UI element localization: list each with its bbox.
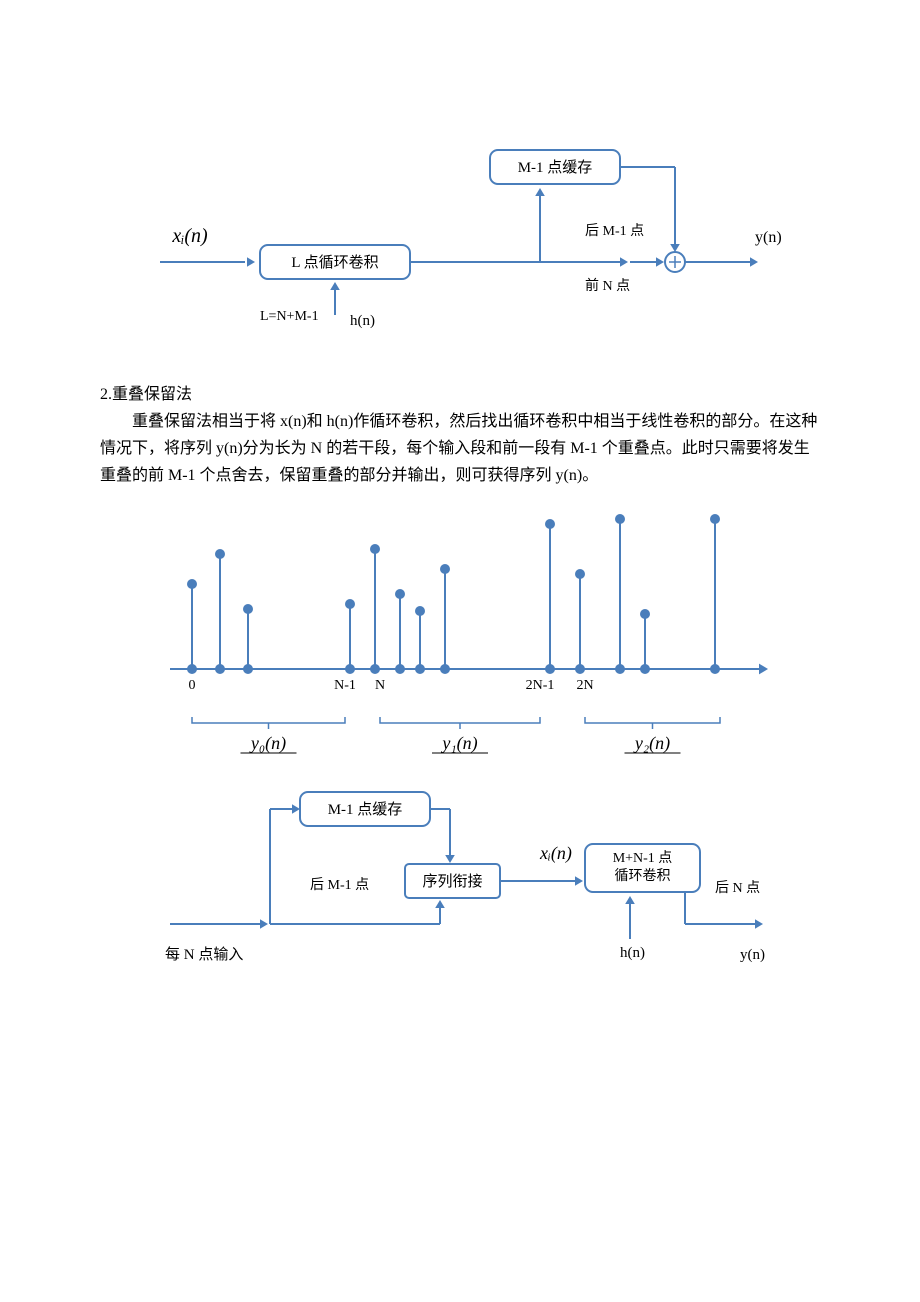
svg-text:序列衔接: 序列衔接 — [422, 873, 482, 890]
svg-text:y₂(n): y₂(n) — [633, 733, 670, 754]
section-title: 2.重叠保留法 — [100, 380, 820, 404]
svg-text:xᵢ(n): xᵢ(n) — [539, 843, 572, 864]
svg-text:2N: 2N — [576, 678, 593, 693]
overlap-add-diagram: xᵢ(n) L 点循环卷积 L=N+M-1 h(n) M-1 点缓存 y(n) 后 M-1 … — [130, 130, 790, 350]
svg-text:后 M-1 点: 后 M-1 点 — [585, 223, 644, 239]
svg-text:M-1 点缓存: M-1 点缓存 — [328, 801, 403, 818]
svg-text:后 N 点: 后 N 点 — [715, 880, 760, 896]
svg-text:L=N+M-1: L=N+M-1 — [260, 309, 319, 324]
svg-text:后 M-1 点: 后 M-1 点 — [310, 877, 369, 893]
svg-text:xᵢ(n): xᵢ(n) — [171, 225, 208, 247]
svg-text:h(n): h(n) — [350, 313, 375, 329]
svg-text:0: 0 — [189, 678, 196, 693]
overlap-save-diagram: 每 N 点输入 M-1 点缓存后 M-1 点 序列衔接 xᵢ(n) M+N-1 点循环卷… — [130, 774, 790, 984]
svg-text:循环卷积: 循环卷积 — [615, 868, 671, 884]
svg-text:M+N-1 点: M+N-1 点 — [613, 850, 673, 866]
svg-text:y₁(n): y₁(n) — [440, 733, 477, 754]
svg-text:N: N — [375, 678, 385, 693]
svg-text:L 点循环卷积: L 点循环卷积 — [291, 254, 378, 271]
svg-text:y₀(n): y₀(n) — [249, 733, 286, 754]
svg-text:y(n): y(n) — [740, 947, 765, 963]
svg-text:前 N 点: 前 N 点 — [585, 277, 630, 294]
svg-text:2N-1: 2N-1 — [526, 678, 555, 693]
svg-text:每 N 点输入: 每 N 点输入 — [165, 946, 243, 963]
svg-text:y(n): y(n) — [755, 229, 782, 246]
section-paragraph: 重叠保留法相当于将 x(n)和 h(n)作循环卷积，然后找出循环卷积中相当于线性… — [100, 408, 820, 490]
segment-stem-plot: 0 N-1 N 2N-1 2N y₀(n) y₁(n) y₂(n) — [120, 494, 800, 764]
svg-text:h(n): h(n) — [620, 945, 645, 961]
svg-text:N-1: N-1 — [334, 678, 356, 693]
svg-text:M-1 点缓存: M-1 点缓存 — [518, 159, 593, 176]
